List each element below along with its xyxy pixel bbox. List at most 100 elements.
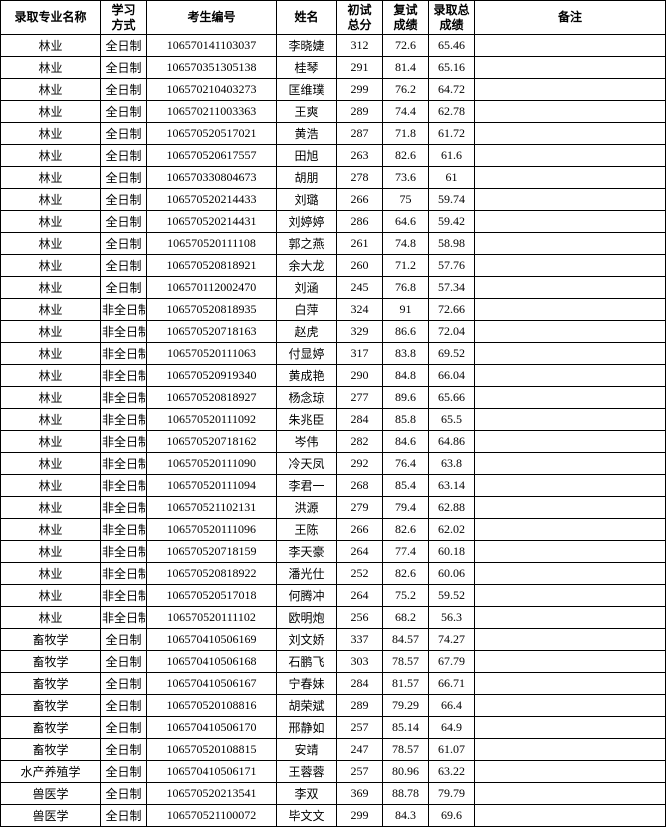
table-cell: 兽医学 bbox=[1, 783, 101, 805]
table-cell: 林业 bbox=[1, 57, 101, 79]
table-cell: 林业 bbox=[1, 607, 101, 629]
table-cell: 黄成艳 bbox=[277, 365, 337, 387]
table-cell: 非全日制 bbox=[101, 563, 147, 585]
table-cell: 67.79 bbox=[429, 651, 475, 673]
table-cell: 石鹏飞 bbox=[277, 651, 337, 673]
table-cell: 63.8 bbox=[429, 453, 475, 475]
table-cell: 非全日制 bbox=[101, 585, 147, 607]
table-cell: 非全日制 bbox=[101, 387, 147, 409]
table-cell: 59.52 bbox=[429, 585, 475, 607]
table-cell: 317 bbox=[337, 343, 383, 365]
table-cell bbox=[475, 189, 666, 211]
table-cell: 106570520214431 bbox=[147, 211, 277, 233]
table-cell: 水产养殖学 bbox=[1, 761, 101, 783]
table-cell: 全日制 bbox=[101, 211, 147, 233]
table-cell: 77.4 bbox=[383, 541, 429, 563]
table-cell: 106570520214433 bbox=[147, 189, 277, 211]
table-cell: 非全日制 bbox=[101, 431, 147, 453]
table-cell bbox=[475, 365, 666, 387]
table-row: 林业非全日制106570520111102欧明炮25668.256.3 bbox=[1, 607, 666, 629]
table-cell: 林业 bbox=[1, 145, 101, 167]
table-cell: 兽医学 bbox=[1, 805, 101, 827]
table-cell: 291 bbox=[337, 57, 383, 79]
table-cell: 林业 bbox=[1, 409, 101, 431]
table-cell: 欧明炮 bbox=[277, 607, 337, 629]
table-cell: 林业 bbox=[1, 365, 101, 387]
table-cell bbox=[475, 431, 666, 453]
table-cell: 74.8 bbox=[383, 233, 429, 255]
header-remark: 备注 bbox=[475, 1, 666, 35]
table-cell bbox=[475, 343, 666, 365]
table-cell: 全日制 bbox=[101, 79, 147, 101]
table-cell: 312 bbox=[337, 35, 383, 57]
table-cell: 林业 bbox=[1, 101, 101, 123]
table-cell: 全日制 bbox=[101, 233, 147, 255]
table-cell: 289 bbox=[337, 101, 383, 123]
table-cell: 林业 bbox=[1, 453, 101, 475]
table-cell: 84.6 bbox=[383, 431, 429, 453]
table-cell: 85.8 bbox=[383, 409, 429, 431]
table-row: 水产养殖学全日制106570410506171王蓉蓉25780.9663.22 bbox=[1, 761, 666, 783]
table-cell: 79.29 bbox=[383, 695, 429, 717]
table-cell bbox=[475, 277, 666, 299]
table-cell: 非全日制 bbox=[101, 607, 147, 629]
table-row: 林业全日制106570330804673胡朋27873.661 bbox=[1, 167, 666, 189]
table-cell: 106570520111090 bbox=[147, 453, 277, 475]
table-row: 兽医学全日制106570521100072毕文文29984.369.6 bbox=[1, 805, 666, 827]
table-cell: 324 bbox=[337, 299, 383, 321]
table-row: 林业非全日制106570520718163赵虎32986.672.04 bbox=[1, 321, 666, 343]
table-cell: 74.4 bbox=[383, 101, 429, 123]
table-cell: 76.2 bbox=[383, 79, 429, 101]
table-cell bbox=[475, 541, 666, 563]
table-cell: 106570521102131 bbox=[147, 497, 277, 519]
table-cell: 林业 bbox=[1, 497, 101, 519]
table-cell: 非全日制 bbox=[101, 409, 147, 431]
table-cell: 106570520111092 bbox=[147, 409, 277, 431]
table-cell: 畜牧学 bbox=[1, 695, 101, 717]
table-cell: 56.3 bbox=[429, 607, 475, 629]
table-cell: 71.8 bbox=[383, 123, 429, 145]
table-cell: 82.6 bbox=[383, 145, 429, 167]
table-cell: 106570520818921 bbox=[147, 255, 277, 277]
table-row: 林业非全日制106570520111094李君一26885.463.14 bbox=[1, 475, 666, 497]
table-cell: 59.42 bbox=[429, 211, 475, 233]
table-cell: 全日制 bbox=[101, 35, 147, 57]
table-cell: 287 bbox=[337, 123, 383, 145]
table-cell bbox=[475, 717, 666, 739]
table-cell bbox=[475, 607, 666, 629]
table-cell: 106570210403273 bbox=[147, 79, 277, 101]
table-cell: 299 bbox=[337, 805, 383, 827]
table-cell: 256 bbox=[337, 607, 383, 629]
table-cell bbox=[475, 255, 666, 277]
admissions-table: 录取专业名称 学习方式 考生编号 姓名 初试总分 复试成绩 录取总成绩 备注 林… bbox=[0, 0, 666, 827]
table-row: 畜牧学全日制106570520108815安靖24778.5761.07 bbox=[1, 739, 666, 761]
table-cell bbox=[475, 79, 666, 101]
table-cell: 赵虎 bbox=[277, 321, 337, 343]
table-row: 林业非全日制106570520818927杨念琼27789.665.66 bbox=[1, 387, 666, 409]
table-cell: 冷天凤 bbox=[277, 453, 337, 475]
table-cell: 畜牧学 bbox=[1, 717, 101, 739]
table-cell: 非全日制 bbox=[101, 343, 147, 365]
table-row: 林业全日制106570520214433刘璐2667559.74 bbox=[1, 189, 666, 211]
table-cell: 106570520818935 bbox=[147, 299, 277, 321]
table-cell: 106570410506170 bbox=[147, 717, 277, 739]
table-cell: 247 bbox=[337, 739, 383, 761]
table-cell: 85.4 bbox=[383, 475, 429, 497]
table-cell: 全日制 bbox=[101, 145, 147, 167]
table-cell: 289 bbox=[337, 695, 383, 717]
table-cell: 畜牧学 bbox=[1, 739, 101, 761]
header-mode: 学习方式 bbox=[101, 1, 147, 35]
table-cell: 68.2 bbox=[383, 607, 429, 629]
table-cell: 88.78 bbox=[383, 783, 429, 805]
table-cell bbox=[475, 629, 666, 651]
table-cell: 全日制 bbox=[101, 739, 147, 761]
table-cell: 刘璐 bbox=[277, 189, 337, 211]
table-row: 畜牧学全日制106570410506170邢静如25785.1464.9 bbox=[1, 717, 666, 739]
table-cell: 71.2 bbox=[383, 255, 429, 277]
table-cell: 278 bbox=[337, 167, 383, 189]
table-cell: 65.5 bbox=[429, 409, 475, 431]
table-cell: 李君一 bbox=[277, 475, 337, 497]
table-row: 畜牧学全日制106570410506169刘文娇33784.5774.27 bbox=[1, 629, 666, 651]
table-cell: 65.46 bbox=[429, 35, 475, 57]
table-row: 林业非全日制106570520718162岑伟28284.664.86 bbox=[1, 431, 666, 453]
